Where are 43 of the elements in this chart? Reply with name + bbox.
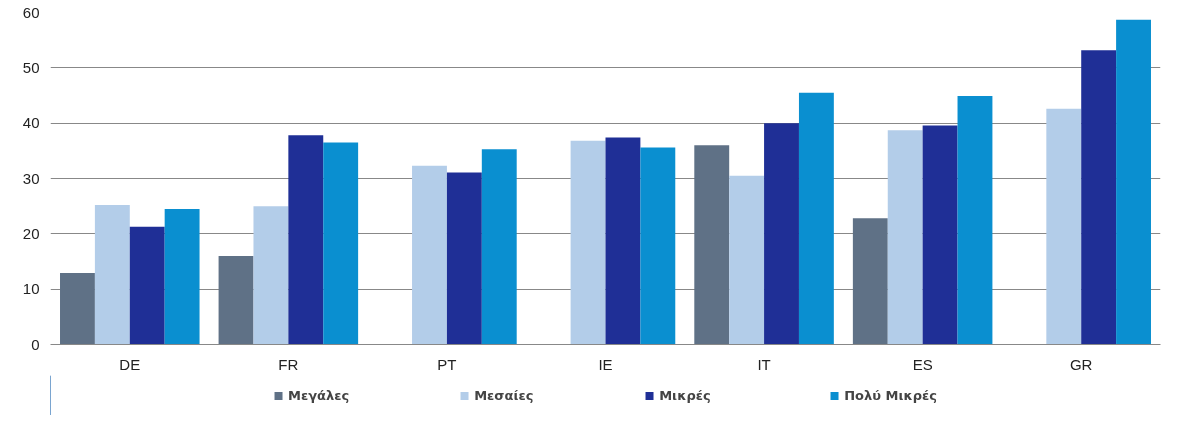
bar [446,172,482,345]
x-tick-label: PT [437,355,457,373]
bar [764,123,799,345]
x-tick-label: IT [757,355,771,373]
bar [1046,108,1082,345]
y-tick-label: 40 [22,114,40,132]
x-tick-label: FR [278,355,299,373]
x-tick-label: DE [119,355,141,373]
bar [570,140,606,345]
bar [605,137,641,345]
y-tick-label: 10 [22,280,40,298]
y-tick-label: 60 [22,3,40,21]
bar [640,147,676,345]
legend-label: Μεγάλες [288,387,350,403]
bar [323,142,359,345]
bar [798,92,834,345]
y-tick-label: 50 [22,58,40,76]
bar [887,130,923,345]
bar [852,218,888,345]
x-tick-label: GR [1069,355,1093,373]
bar [729,175,765,345]
bar [94,205,130,345]
bar [694,145,730,345]
y-tick-label: 20 [22,224,40,242]
y-tick-label: 0 [31,335,40,353]
bar [218,255,254,345]
bar [60,273,95,345]
bar [1081,50,1117,345]
bar [1116,19,1151,345]
bar [164,208,200,345]
y-tick-label: 30 [22,169,40,187]
bar [481,149,517,345]
x-tick-label: IE [598,355,613,373]
bar [957,96,993,345]
legend-label: Μικρές [659,387,712,403]
bar [288,135,324,345]
bar [412,165,447,345]
legend-label: Πολύ Μικρές [844,387,937,403]
legend-label: Μεσαίες [474,387,535,403]
bar [253,206,289,345]
bar [129,226,165,345]
x-tick-label: ES [912,355,933,373]
bar [922,125,958,345]
